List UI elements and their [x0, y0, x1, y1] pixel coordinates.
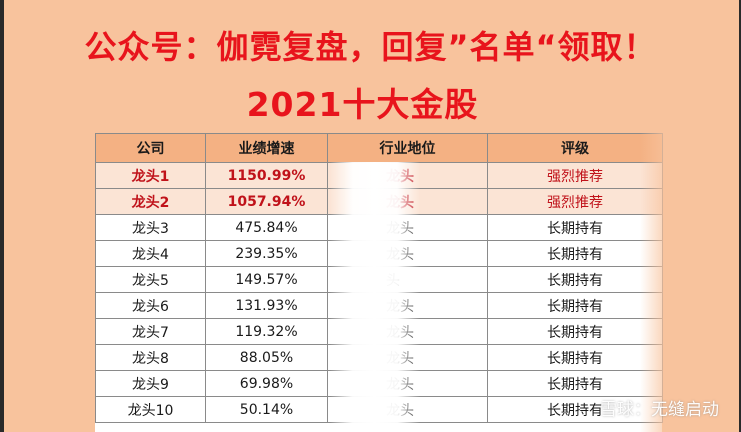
right-fade-overlay: [640, 133, 670, 432]
cell-rating: 长期持有: [487, 344, 663, 371]
left-frame-border: [0, 0, 4, 432]
cell-rating: 长期持有: [487, 370, 663, 397]
cell-company: 龙头5: [95, 266, 206, 293]
cell-company: 龙头3: [95, 214, 206, 241]
headline-promo: 公众号：伽霓复盘，回复”名单“领取！: [84, 28, 657, 66]
cell-growth: 88.05%: [205, 344, 328, 371]
cell-rating: 长期持有: [487, 240, 663, 267]
watermark-text: 雪球：无缝启动: [600, 400, 719, 420]
headline-title: 2021十大金股: [246, 85, 479, 124]
blur-overlay: [330, 162, 420, 432]
cell-rating: 强烈推荐: [487, 188, 663, 215]
cell-growth: 119.32%: [205, 318, 328, 345]
cell-growth: 1150.99%: [205, 162, 328, 189]
header-growth: 业绩增速: [205, 133, 328, 163]
cell-growth: 239.35%: [205, 240, 328, 267]
cell-growth: 475.84%: [205, 214, 328, 241]
cell-company: 龙头7: [95, 318, 206, 345]
cell-company: 龙头10: [95, 396, 206, 423]
cell-company: 龙头9: [95, 370, 206, 397]
cell-growth: 69.98%: [205, 370, 328, 397]
cell-rating: 长期持有: [487, 266, 663, 293]
cell-growth: 50.14%: [205, 396, 328, 423]
cell-rating: 长期持有: [487, 318, 663, 345]
cell-rating: 长期持有: [487, 292, 663, 319]
cell-growth: 149.57%: [205, 266, 328, 293]
cell-company: 龙头4: [95, 240, 206, 267]
cell-company: 龙头2: [95, 188, 206, 215]
header-position: 行业地位: [327, 133, 488, 163]
right-frame-border: [739, 0, 741, 432]
table-row: 龙头1 1150.99% 龙头 强烈推荐: [95, 162, 663, 189]
cell-rating: 强烈推荐: [487, 162, 663, 189]
cell-growth: 131.93%: [205, 292, 328, 319]
cell-company: 龙头8: [95, 344, 206, 371]
cell-growth: 1057.94%: [205, 188, 328, 215]
cell-company: 龙头6: [95, 292, 206, 319]
cell-company: 龙头1: [95, 162, 206, 189]
cell-rating: 长期持有: [487, 214, 663, 241]
cell-rating: 长期持有: [487, 396, 663, 423]
header-company: 公司: [95, 133, 206, 163]
table-header-row: 公司 业绩增速 行业地位 评级: [95, 133, 663, 163]
header-rating: 评级: [487, 133, 663, 163]
